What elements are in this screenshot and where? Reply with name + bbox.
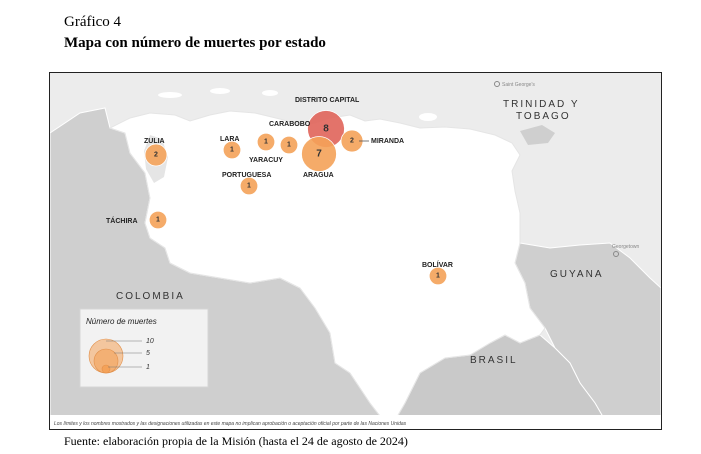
marker-count-portuguesa: 1 [247, 183, 251, 190]
marker-count-distrito-capital: 8 [323, 124, 329, 135]
label-trinidad-2: TOBAGO [516, 111, 571, 122]
legend: Número de muertes 10 5 1 [79, 308, 209, 388]
legend-value-5: 5 [146, 350, 150, 357]
saint-georges-dot [494, 81, 500, 87]
figure-label: Gráfico 4 [64, 14, 122, 30]
label-miranda: MIRANDA [371, 138, 404, 145]
marker-count-miranda: 2 [350, 138, 354, 145]
georgetown-dot [613, 251, 619, 257]
marker-count-bolivar: 1 [436, 273, 440, 280]
label-yaracuy: YARACUY [249, 157, 283, 164]
marker-aragua [301, 136, 337, 172]
label-distrito-capital: DISTRITO CAPITAL [295, 97, 360, 104]
state-markers: 8 7 2 2 1 1 1 1 1 1 [144, 110, 448, 286]
legend-circle-small [101, 364, 111, 374]
marker-lara [222, 140, 242, 160]
margarita-island [419, 113, 437, 121]
disclaimer-band [50, 415, 661, 429]
legend-value-10: 10 [146, 338, 154, 345]
marker-count-tachira: 1 [156, 217, 160, 224]
figure-title: Mapa con número de muertes por estado [64, 35, 326, 51]
label-trinidad-1: TRINIDAD Y [503, 99, 580, 110]
island-bonaire [262, 90, 278, 96]
marker-bolivar [428, 266, 448, 286]
label-lara: LARA [220, 136, 239, 143]
label-zulia: ZULIA [144, 138, 165, 145]
venezuela-map: TRINIDAD Y TOBAGO COLOMBIA GUYANA BRASIL… [50, 73, 661, 429]
island-curacao [210, 88, 230, 94]
disclaimer-text: Los límites y los nombres mostrados y la… [54, 421, 407, 427]
label-colombia: COLOMBIA [116, 291, 185, 302]
marker-tachira [148, 210, 168, 230]
island-aruba [158, 92, 182, 98]
marker-portuguesa [239, 176, 259, 196]
label-bolivar: BOLÍVAR [422, 260, 453, 269]
legend-title: Número de muertes [86, 317, 157, 326]
marker-count-aragua: 7 [316, 149, 322, 160]
marker-count-yaracuy: 1 [264, 139, 268, 146]
venezuela-land [108, 110, 546, 429]
map-frame: TRINIDAD Y TOBAGO COLOMBIA GUYANA BRASIL… [49, 72, 662, 430]
marker-count-carabobo: 1 [287, 142, 291, 149]
label-guyana: GUYANA [550, 269, 604, 280]
label-carabobo: CARABOBO [269, 121, 311, 128]
label-portuguesa: PORTUGUESA [222, 172, 271, 179]
marker-yaracuy [256, 132, 276, 152]
label-saint-georges: Saint George's [502, 82, 535, 88]
label-brasil: BRASIL [470, 355, 518, 366]
marker-carabobo [279, 135, 299, 155]
legend-value-1: 1 [146, 364, 150, 371]
label-aragua: ARAGUA [303, 172, 334, 179]
label-tachira: TÁCHIRA [106, 216, 138, 225]
marker-count-zulia: 2 [154, 152, 158, 159]
marker-count-lara: 1 [230, 147, 234, 154]
marker-zulia [144, 143, 168, 167]
trinidad-land [520, 125, 555, 145]
figure-source: Fuente: elaboración propia de la Misión … [64, 434, 408, 448]
label-georgetown: Georgetown [612, 244, 639, 250]
